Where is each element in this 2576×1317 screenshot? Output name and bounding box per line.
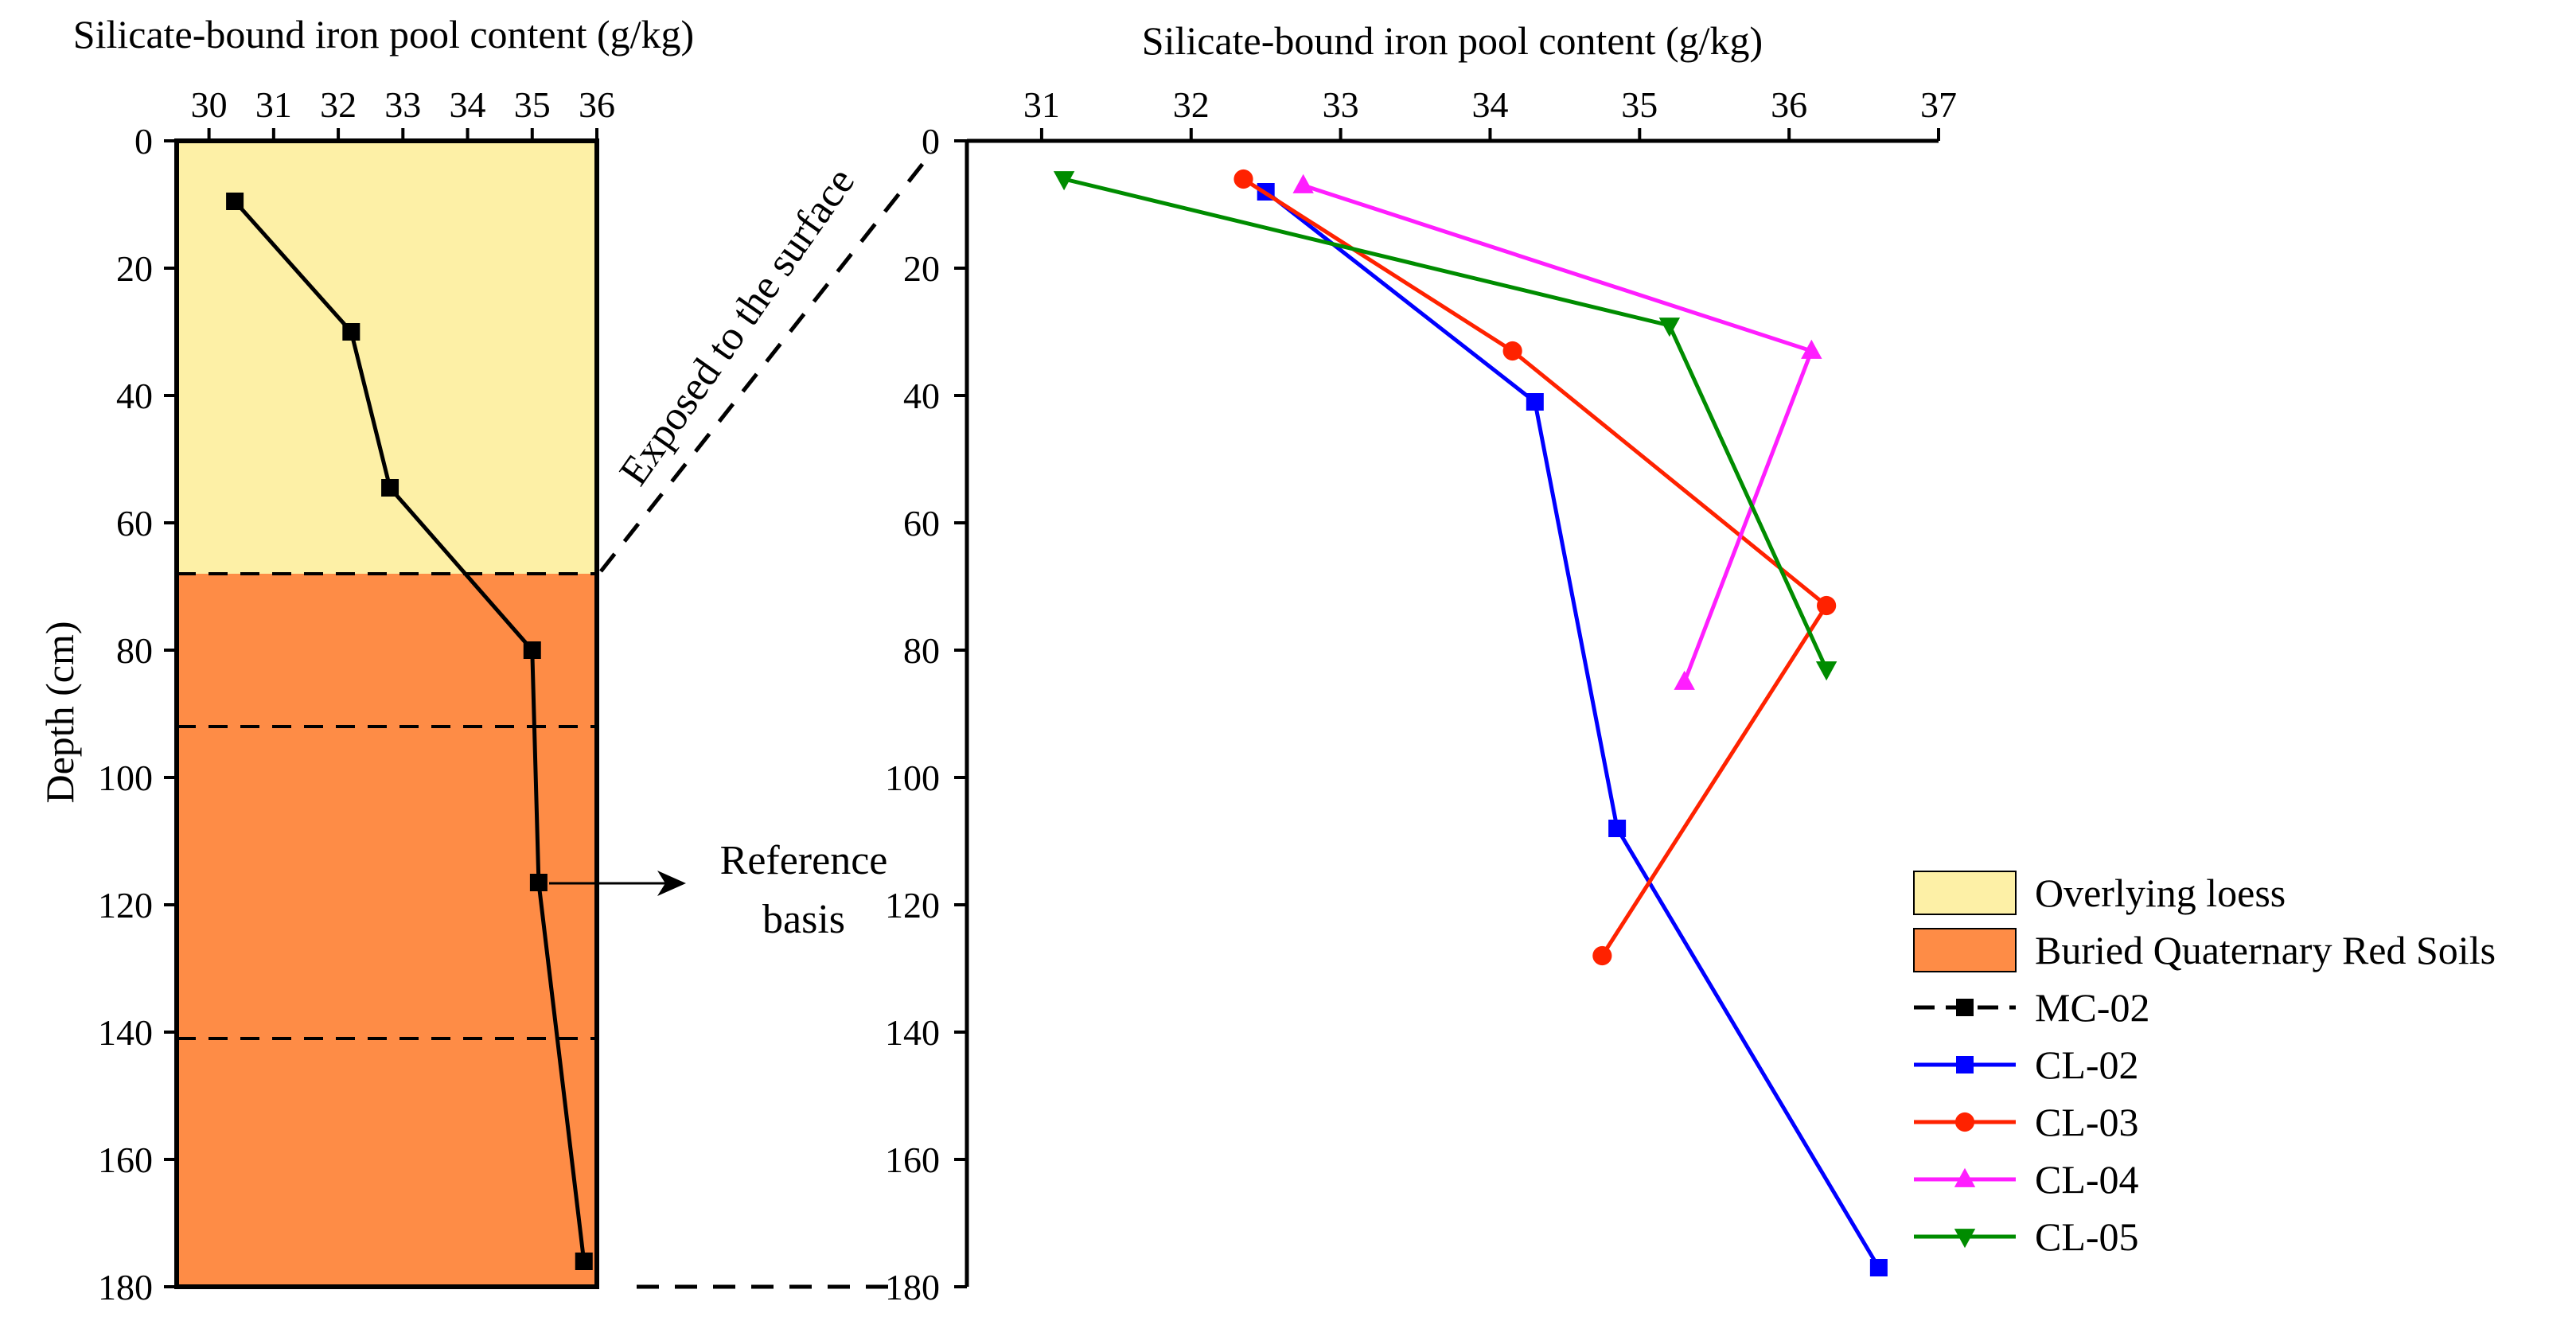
data-point-cl-02: [1608, 820, 1627, 837]
series-line-cl-04: [1302, 183, 1814, 683]
exposed-to-surface-annotation: Exposed to the surface: [611, 160, 864, 493]
right-y-tick-label: 120: [885, 885, 940, 925]
right-y-tick-label: 100: [885, 758, 940, 798]
series-line-cl-02: [1265, 190, 1881, 1269]
right-x-axis-title: Silicate-bound iron pool content (g/kg): [1142, 18, 1763, 63]
legend-label-overlying-loess: Overlying loess: [2035, 871, 2286, 915]
left-plot-frame: [174, 138, 599, 1289]
right-y-tick-label: 140: [885, 1012, 940, 1053]
legend-marker-mc-02: [1956, 999, 1974, 1016]
data-point-cl-03: [1233, 169, 1253, 189]
right-y-tick-label: 180: [885, 1267, 940, 1307]
reference-basis-annotation: Reference: [720, 838, 888, 883]
legend: Overlying loess Buried Quaternary Red Soi…: [1913, 871, 2496, 1259]
left-y-tick-label: 80: [116, 630, 153, 671]
right-y-tick-label: 80: [903, 630, 940, 671]
right-y-tick-label: 20: [903, 248, 940, 289]
data-point-mc-02: [523, 641, 541, 659]
data-point-cl-04: [1674, 670, 1695, 690]
left-x-tick-label: 35: [514, 84, 551, 125]
reference-arrow-head: [657, 871, 686, 896]
left-y-tick-label: 0: [134, 121, 153, 162]
left-x-tick-label: 36: [579, 84, 615, 125]
data-point-cl-02: [1526, 393, 1544, 411]
data-point-cl-04: [1801, 339, 1822, 359]
series-line-cl-05: [1063, 177, 1829, 671]
left-y-axis-title: Depth (cm): [37, 621, 82, 803]
left-x-axis-title: Silicate-bound iron pool content (g/kg): [73, 12, 694, 56]
legend-marker-cl-03: [1954, 1112, 1975, 1132]
legend-label-cl-05: CL-05: [2035, 1214, 2139, 1259]
legend-marker-cl-02: [1956, 1056, 1974, 1073]
data-point-cl-05: [1815, 661, 1837, 681]
data-point-cl-02: [1869, 1259, 1888, 1276]
series-line-mc-02: [233, 200, 587, 1262]
buried-red-soils-layer: [177, 574, 597, 1287]
left-y-tick-label: 180: [98, 1267, 153, 1307]
legend-label-cl-03: CL-03: [2035, 1100, 2139, 1144]
right-x-tick-label: 36: [1771, 84, 1807, 125]
right-x-tick-label: 32: [1173, 84, 1210, 125]
left-x-tick-label: 33: [384, 84, 421, 125]
left-y-tick-label: 120: [98, 885, 153, 925]
right-y-tick-label: 60: [903, 503, 940, 544]
legend-label-mc-02: MC-02: [2035, 985, 2149, 1030]
right-y-tick-label: 40: [903, 376, 940, 416]
right-x-tick-label: 34: [1471, 84, 1508, 125]
right-y-tick-label: 160: [885, 1140, 940, 1180]
left-panel-mc02: 30 31 32 33 34 35 36 0 20 40 60 80 100 120 140 160 180 S…: [37, 12, 934, 1307]
left-x-tick-label: 30: [191, 84, 228, 125]
left-x-tick-label: 32: [320, 84, 357, 125]
right-y-tick-label: 0: [922, 121, 940, 162]
legend-swatch-buried-quaternary-red-soils: [1913, 928, 2017, 972]
data-point-cl-03: [1502, 341, 1522, 361]
right-panel-cl-profiles: 31 32 33 34 35 36 37 0 20 40 60 80 100 120 140 160 180 S…: [885, 18, 1957, 1307]
legend-label-cl-04: CL-04: [2035, 1157, 2139, 1202]
left-y-tick-label: 140: [98, 1012, 153, 1053]
left-x-tick-label: 34: [450, 84, 486, 125]
right-axis-ticks: 31 32 33 34 35 36 37 0 20 40 60 80 100 120 140 160 180: [885, 84, 1957, 1307]
right-series: [1053, 169, 1888, 1276]
right-x-tick-label: 35: [1621, 84, 1658, 125]
surface-dash-line: [599, 150, 934, 573]
left-y-tick-label: 40: [116, 376, 153, 416]
legend-label-buried-quaternary-red-soils: Buried Quaternary Red Soils: [2035, 928, 2496, 972]
legend-label-cl-02: CL-02: [2035, 1042, 2139, 1087]
data-point-mc-02: [381, 479, 399, 497]
right-x-tick-label: 31: [1023, 84, 1060, 125]
left-y-tick-label: 100: [98, 758, 153, 798]
right-x-tick-label: 37: [1920, 84, 1957, 125]
data-point-cl-03: [1817, 595, 1837, 616]
data-point-mc-02: [529, 874, 548, 891]
data-point-mc-02: [575, 1253, 593, 1270]
data-point-mc-02: [342, 323, 360, 341]
left-series: [226, 193, 593, 1270]
layer-boundary-dashes: [177, 572, 597, 1040]
left-y-tick-label: 160: [98, 1140, 153, 1180]
legend-marker-cl-05: [1954, 1229, 1976, 1249]
data-point-cl-03: [1592, 945, 1612, 966]
right-x-tick-label: 33: [1323, 84, 1359, 125]
data-point-cl-05: [1053, 171, 1075, 191]
legend-swatch-overlying-loess: [1913, 871, 2017, 915]
left-y-tick-label: 20: [116, 248, 153, 289]
data-point-cl-04: [1292, 173, 1314, 193]
left-x-tick-label: 31: [255, 84, 292, 125]
left-axis-ticks: 30 31 32 33 34 35 36 0 20 40 60 80 100 120 140 160 180: [98, 84, 615, 1307]
data-point-cl-05: [1658, 318, 1681, 337]
left-y-tick-label: 60: [116, 503, 153, 544]
legend-marker-cl-04: [1954, 1167, 1976, 1187]
data-point-mc-02: [226, 193, 244, 210]
series-line-cl-03: [1242, 177, 1830, 957]
reference-basis-annotation-line2: basis: [762, 897, 845, 942]
